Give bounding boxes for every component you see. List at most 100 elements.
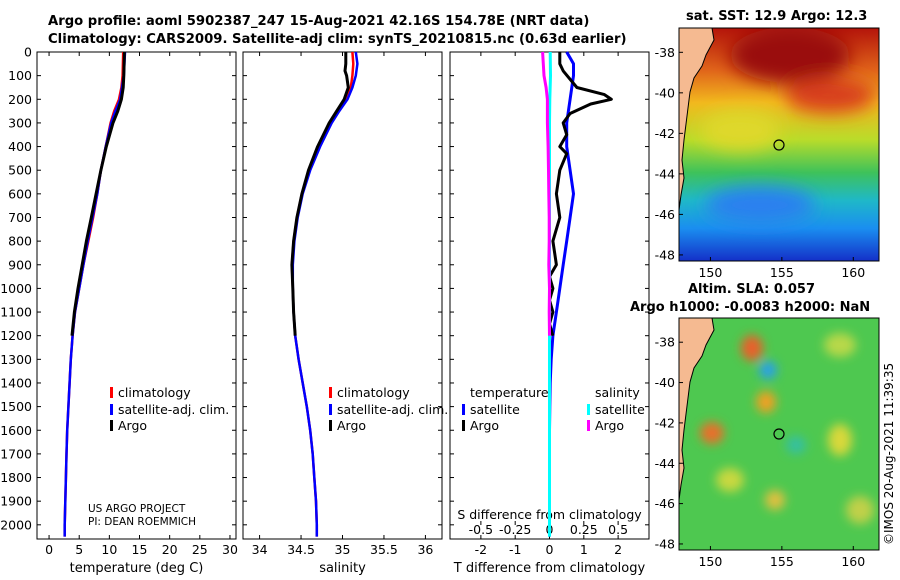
x-axis-label: T difference from climatology xyxy=(453,561,646,576)
map-y-tick-label: -48 xyxy=(655,536,675,551)
legend-swatch-satellite xyxy=(110,404,113,415)
map-y-tick-label: -40 xyxy=(655,375,675,390)
series-line-argo xyxy=(290,52,350,336)
sla-map-ticks: 150 155 160 -38 -40 -42 -44 -46 -48 xyxy=(655,335,866,569)
legend-swatch-t-satellite xyxy=(462,404,465,415)
map-y-tick-label: -44 xyxy=(655,456,675,471)
y-tick-label: 1000 xyxy=(0,281,32,296)
plot-frame xyxy=(242,51,443,540)
legend-swatch-climatology xyxy=(110,387,113,398)
sla-high xyxy=(741,335,763,361)
sst-map-title: sat. SST: 12.9 Argo: 12.3 xyxy=(686,9,868,24)
salinity-panel: 34 34.5 35 35.5 36 salinity xyxy=(242,51,443,576)
x-tick-label: 25 xyxy=(192,542,208,557)
y-tick-label: 700 xyxy=(8,210,32,225)
y-tick-label: 200 xyxy=(8,92,32,107)
x-tick-label: 1 xyxy=(580,542,588,557)
figure-title-line2: Climatology: CARS2009. Satellite-adj cli… xyxy=(48,32,627,47)
legend-label-satellite: satellite-adj. clim. xyxy=(337,402,448,417)
y-tick-label: 1400 xyxy=(0,375,32,390)
coastline xyxy=(679,318,715,501)
map-y-tick-label: -46 xyxy=(655,207,675,222)
land xyxy=(679,28,714,210)
x-tick-label: -1 xyxy=(509,542,521,557)
map-x-tick-label: 150 xyxy=(698,554,722,569)
y-tick-label: 1900 xyxy=(0,494,32,509)
sla-yellow xyxy=(765,490,785,510)
x2-tick-label: 0.25 xyxy=(570,522,598,537)
sla-argo-height-title: Argo h1000: -0.0083 h2000: NaN xyxy=(630,300,871,315)
map-y-tick-label: -46 xyxy=(655,496,675,511)
legend-swatch-s-satellite xyxy=(587,404,590,415)
map-x-tick-label: 160 xyxy=(841,265,865,280)
project-label: US ARGO PROJECT xyxy=(88,503,186,515)
x-tick-label: 10 xyxy=(101,542,117,557)
x-axis-label: temperature (deg C) xyxy=(70,561,204,576)
legend-swatch-climatology xyxy=(329,387,332,398)
legend-swatch-s-argo xyxy=(587,420,590,431)
y-tick-label: 600 xyxy=(8,186,32,201)
y-tick-label: 1200 xyxy=(0,328,32,343)
y-tick-label: 500 xyxy=(8,163,32,178)
map-x-tick-label: 155 xyxy=(770,554,794,569)
map-y-tick-label: -42 xyxy=(655,415,675,430)
map-y-tick-label: -42 xyxy=(655,126,675,141)
temperature-panel: 0100200300400500600700800900100011001200… xyxy=(0,45,238,577)
x-tick-label: 36 xyxy=(417,542,433,557)
sla-high xyxy=(700,422,724,444)
warm-eddy-patch xyxy=(730,28,850,83)
y-tick-label: 1100 xyxy=(0,305,32,320)
coastline xyxy=(679,28,715,211)
legend-label-satellite: satellite-adj. clim. xyxy=(118,402,229,417)
x-tick-label: 2 xyxy=(614,542,622,557)
y-tick-label: 1500 xyxy=(0,399,32,414)
map-y-tick-label: -44 xyxy=(655,166,675,181)
credit-label: ©IMOS 20-Aug-2021 11:39:35 xyxy=(882,362,896,545)
legend-label-t-satellite: satellite xyxy=(470,402,520,417)
map-y-tick-label: -38 xyxy=(655,45,675,60)
series-line-argo xyxy=(70,51,126,336)
plot-frame xyxy=(36,51,237,540)
y-tick-label: 1700 xyxy=(0,446,32,461)
map-y-tick-label: -48 xyxy=(655,247,675,262)
legend-label-s-satellite: satellite xyxy=(595,402,645,417)
legend-swatch-t-argo xyxy=(462,420,465,431)
sla-map-frame xyxy=(678,317,880,551)
salinity-legend: climatology satellite-adj. clim. Argo xyxy=(329,385,448,433)
legend-label-s-argo: Argo xyxy=(595,418,624,433)
sla-yellow xyxy=(824,333,856,357)
difference-panel: -2 -1 0 1 2 T difference from climatology -0.5… xyxy=(449,51,650,576)
x-tick-label: 5 xyxy=(75,542,83,557)
x-tick-label: 34.5 xyxy=(287,542,315,557)
x-tick-label: 34 xyxy=(252,542,268,557)
x-tick-label: 15 xyxy=(132,542,148,557)
legend-label-argo: Argo xyxy=(118,418,147,433)
x2-tick-label: -0.5 xyxy=(469,522,493,537)
x2-tick-label: -0.25 xyxy=(499,522,531,537)
x-tick-label: -2 xyxy=(475,542,487,557)
sst-map xyxy=(679,28,879,261)
sla-yellow xyxy=(716,468,744,492)
x-tick-label: 20 xyxy=(162,542,178,557)
y-tick-label: 1300 xyxy=(0,352,32,367)
y-tick-label: 800 xyxy=(8,234,32,249)
legend-swatch-satellite xyxy=(329,404,332,415)
x-tick-label: 35.5 xyxy=(370,542,398,557)
sla-yellow xyxy=(846,496,874,524)
mid-patch xyxy=(700,110,780,150)
y-tick-label: 900 xyxy=(8,257,32,272)
argo-position-marker xyxy=(773,139,785,151)
figure-title-line1: Argo profile: aoml 5902387_247 15-Aug-20… xyxy=(48,14,590,29)
legend-swatch-argo xyxy=(110,420,113,431)
y-tick-label: 0 xyxy=(24,45,32,60)
warm-patch xyxy=(785,77,875,113)
sst-map-frame xyxy=(678,27,880,262)
pi-label: PI: DEAN ROEMMICH xyxy=(88,516,196,528)
legend-label-climatology: climatology xyxy=(337,385,410,400)
y-tick-label: 1600 xyxy=(0,423,32,438)
sla-map-title: Altim. SLA: 0.057 xyxy=(688,282,815,297)
temperature-legend: climatology satellite-adj. clim. Argo xyxy=(110,385,229,433)
map-y-tick-label: -40 xyxy=(655,85,675,100)
